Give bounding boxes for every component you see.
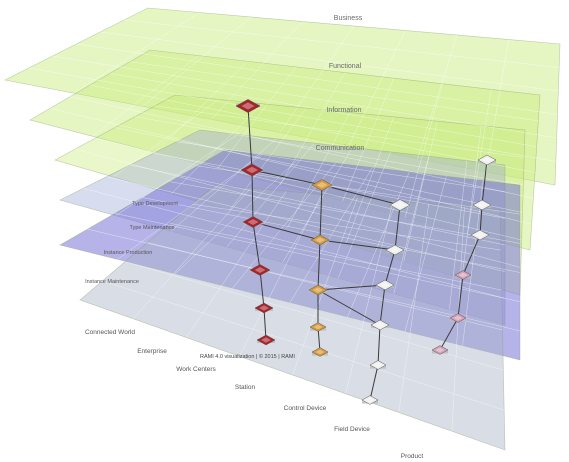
grid-line bbox=[83, 188, 506, 299]
layer-label-communication: Communication bbox=[316, 145, 365, 152]
connector bbox=[369, 364, 379, 401]
node bbox=[370, 319, 390, 331]
connector bbox=[321, 184, 401, 206]
grid-line bbox=[28, 67, 556, 162]
lifecycle-label: Instance Maintenance bbox=[85, 279, 139, 285]
nodes bbox=[235, 99, 497, 405]
lifecycle-label: Type Maintenance bbox=[130, 225, 175, 231]
node bbox=[249, 264, 271, 276]
connector bbox=[379, 284, 386, 326]
node bbox=[235, 99, 261, 113]
node bbox=[309, 322, 327, 332]
grid-line bbox=[69, 96, 534, 199]
connector bbox=[317, 239, 321, 291]
grid-line bbox=[76, 43, 558, 115]
grid-line bbox=[89, 84, 536, 173]
node bbox=[242, 216, 264, 228]
node bbox=[375, 279, 395, 291]
lifecycle-label: Instance Production bbox=[104, 250, 153, 256]
node bbox=[369, 360, 387, 370]
connector bbox=[394, 204, 401, 251]
grid-line bbox=[106, 176, 506, 272]
grid-line bbox=[94, 138, 522, 241]
grid-line bbox=[142, 197, 521, 273]
connector bbox=[317, 284, 386, 291]
grid-lines bbox=[28, 12, 560, 432]
node bbox=[385, 244, 405, 256]
connector bbox=[251, 169, 254, 223]
grid-line bbox=[147, 242, 503, 331]
node bbox=[361, 395, 379, 405]
connector bbox=[319, 184, 323, 241]
grid-line bbox=[154, 105, 525, 158]
grid-line bbox=[134, 116, 524, 186]
connector bbox=[377, 324, 381, 366]
hierarchy-label: Station bbox=[235, 384, 256, 391]
node bbox=[311, 347, 329, 357]
layer-label-business: Business bbox=[334, 15, 363, 22]
hierarchy-label: Work Centers bbox=[176, 366, 216, 373]
connector bbox=[319, 239, 396, 251]
hierarchy-label: Product bbox=[401, 453, 424, 460]
node bbox=[449, 313, 467, 323]
node bbox=[256, 334, 276, 346]
grid-line bbox=[169, 223, 502, 291]
node bbox=[477, 154, 497, 166]
node bbox=[310, 234, 330, 246]
labels: Business Functional Information Communicati… bbox=[85, 15, 423, 460]
node bbox=[389, 199, 411, 211]
layer-label-functional: Functional bbox=[329, 63, 362, 70]
grid-line bbox=[87, 228, 521, 332]
connector bbox=[439, 317, 459, 351]
grid-line bbox=[114, 127, 523, 213]
grid-line bbox=[52, 55, 557, 139]
grid-line bbox=[169, 181, 521, 244]
grid-line bbox=[109, 73, 537, 147]
node bbox=[308, 284, 328, 296]
hierarchy-label: Control Device bbox=[284, 405, 327, 412]
node bbox=[431, 345, 449, 355]
connector bbox=[481, 159, 488, 206]
connector bbox=[259, 269, 265, 309]
connector bbox=[252, 221, 321, 241]
node bbox=[470, 229, 490, 241]
caption: RAMI 4.0 visualization | © 2015 | RAMI bbox=[200, 353, 295, 360]
grid-line bbox=[129, 61, 539, 122]
connector bbox=[384, 249, 396, 286]
connector bbox=[252, 221, 261, 271]
grid-line bbox=[114, 213, 521, 302]
connector bbox=[317, 289, 381, 326]
layer-label-information: Information bbox=[326, 107, 361, 114]
node bbox=[254, 302, 274, 314]
grid-line bbox=[124, 19, 560, 68]
hierarchy-label: Enterprise bbox=[137, 348, 167, 355]
grid-line bbox=[102, 280, 505, 411]
grid-line bbox=[192, 203, 501, 251]
grid-line bbox=[129, 164, 506, 246]
node bbox=[311, 179, 333, 191]
connector bbox=[457, 274, 464, 319]
hierarchy-label: Connected World bbox=[85, 329, 135, 336]
node bbox=[472, 199, 492, 211]
grid-line bbox=[176, 141, 506, 192]
hierarchy-label: Field Device bbox=[334, 426, 370, 433]
connector bbox=[247, 105, 253, 171]
grid-line bbox=[100, 31, 559, 92]
connector bbox=[263, 307, 267, 341]
node bbox=[454, 270, 472, 280]
node bbox=[240, 163, 264, 177]
connector bbox=[251, 169, 323, 186]
lifecycle-label: Type Development bbox=[132, 201, 178, 207]
connector bbox=[462, 234, 481, 276]
